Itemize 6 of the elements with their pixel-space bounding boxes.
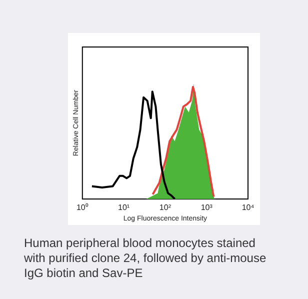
x-tick-label: 10¹ [118,203,130,212]
x-tick-label: 10³ [200,203,213,212]
x-tick-label: 10² [159,203,172,212]
text: Human peripheral blood monocytes stained with purified clone 24, followed by anti-mouse IgG biotin and Sav-PE [24,236,268,281]
x-tick-label: 10⁰ [76,203,88,212]
x-tick-label: 10⁴ [242,203,255,212]
